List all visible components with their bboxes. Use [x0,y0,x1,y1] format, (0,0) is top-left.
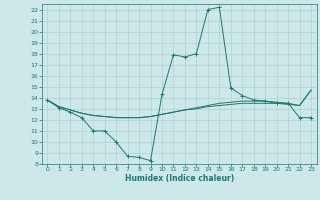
X-axis label: Humidex (Indice chaleur): Humidex (Indice chaleur) [124,174,234,183]
